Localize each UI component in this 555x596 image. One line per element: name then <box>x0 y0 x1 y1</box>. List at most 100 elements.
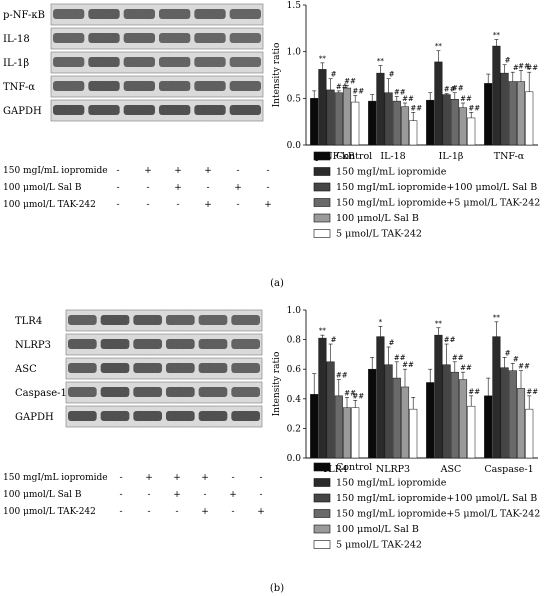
legend-swatch <box>313 462 331 472</box>
legend-swatch <box>313 493 331 503</box>
treatment-sign: + <box>201 473 209 483</box>
bar <box>508 81 517 146</box>
treatment-sign: - <box>119 490 122 500</box>
treatment-sign: - <box>116 200 119 210</box>
significance-mark: # <box>389 339 395 347</box>
significance-mark: # <box>389 71 395 79</box>
treatment-sign: - <box>119 473 122 483</box>
y-axis-label: Intensity ratio <box>272 352 282 417</box>
y-tick-label: 1.0 <box>287 306 302 316</box>
significance-mark: ** <box>493 32 501 40</box>
significance-mark: ## <box>468 388 480 396</box>
y-tick-label: 0.4 <box>287 395 302 405</box>
bar <box>426 99 435 146</box>
legend-entry: 5 μmol/L TAK-242 <box>336 540 422 551</box>
y-tick-label: 1.0 <box>287 48 302 58</box>
legend-entry: 150 mgI/mL iopromide <box>336 167 447 178</box>
bar <box>392 100 401 146</box>
treatment-sign: + <box>144 166 152 176</box>
panel-label-b: (b) <box>270 583 284 594</box>
legend-entry: 100 μmol/L Sal B <box>336 213 419 224</box>
significance-mark: ## <box>460 95 472 103</box>
bar <box>318 69 327 146</box>
bar <box>467 117 476 146</box>
blot-texture <box>51 100 263 121</box>
treatment-sign: + <box>174 183 182 193</box>
treatment-sign: + <box>204 200 212 210</box>
treatment-sign: + <box>173 490 181 500</box>
significance-mark: # <box>331 336 337 344</box>
treatment-sign: + <box>145 473 153 483</box>
bar <box>384 92 393 146</box>
bar <box>525 91 534 146</box>
treatment-sign: - <box>266 166 269 176</box>
treatment-sign: - <box>116 166 119 176</box>
treatment-sign: - <box>231 473 234 483</box>
y-tick-label: 0.0 <box>287 454 302 464</box>
significance-mark: ## <box>452 354 464 362</box>
significance-mark: ## <box>352 392 364 400</box>
legend-entry: 150 mgI/mL iopromide+5 μmol/L TAK-242 <box>336 509 540 520</box>
bar <box>409 120 418 146</box>
treatment-sign: + <box>234 183 242 193</box>
significance-mark: ## <box>452 85 464 93</box>
y-axis-label: Intensity ratio <box>272 43 282 108</box>
legend-entry: 5 μmol/L TAK-242 <box>336 229 422 240</box>
legend-swatch <box>313 524 331 534</box>
significance-mark: ** <box>435 320 443 328</box>
bar <box>400 386 410 459</box>
treatment-sign: + <box>229 490 237 500</box>
significance-mark: ## <box>336 83 348 91</box>
significance-mark: ## <box>394 354 406 362</box>
significance-mark: ## <box>444 336 456 344</box>
blot-texture <box>51 4 263 25</box>
bar <box>516 81 526 146</box>
legend-swatch <box>313 167 331 176</box>
bar <box>376 72 385 146</box>
treatment-label: 150 mgI/mL iopromide <box>3 473 108 483</box>
bar <box>434 61 443 146</box>
treatment-sign: + <box>174 166 182 176</box>
legend-swatch <box>313 478 331 487</box>
blot-texture <box>51 76 263 97</box>
panel-b: TLR4 NLRP3 ASC Caspase-1 GAPDH 150 mgI/mL iop… <box>3 306 540 551</box>
bar <box>342 87 352 146</box>
treatment-sign: + <box>204 166 212 176</box>
treatment-sign: + <box>264 200 272 210</box>
bar <box>426 382 435 459</box>
bar <box>326 361 335 459</box>
legend-entry: 150 mgI/mL iopromide+100 μmol/L Sal B <box>336 493 537 504</box>
bar <box>492 336 501 459</box>
significance-mark: # <box>505 57 511 65</box>
x-tick-label: IL-18 <box>380 151 405 162</box>
significance-mark: * <box>379 318 383 326</box>
blot-row-label: GAPDH <box>3 106 42 117</box>
treatment-sign: - <box>231 507 234 517</box>
bar <box>334 395 343 459</box>
legend-swatch <box>313 229 331 238</box>
significance-mark: ## <box>410 104 422 112</box>
treatment-sign: - <box>236 200 239 210</box>
blot-row-label: GAPDH <box>15 412 54 423</box>
bar <box>500 367 509 459</box>
bar <box>384 364 393 459</box>
blot-texture <box>66 334 262 355</box>
y-tick-label: 0.0 <box>287 141 302 151</box>
blot-row-label: IL-18 <box>3 34 30 45</box>
x-tick-label: TNF-α <box>494 151 525 162</box>
bar <box>500 72 509 146</box>
bar <box>310 394 319 459</box>
blot-row-label: p-NF-κB <box>3 10 45 21</box>
x-tick-label: NLRP3 <box>376 464 410 475</box>
legend-swatch <box>313 509 331 518</box>
significance-mark: ## <box>526 64 538 72</box>
significance-mark: ## <box>402 361 414 369</box>
blot-texture <box>66 358 262 379</box>
significance-mark: ## <box>336 372 348 380</box>
significance-mark: ## <box>402 95 414 103</box>
blot-row-label: ASC <box>14 364 37 375</box>
treatment-sign: - <box>147 490 150 500</box>
y-tick-label: 0.6 <box>287 365 302 375</box>
bar <box>326 89 335 146</box>
